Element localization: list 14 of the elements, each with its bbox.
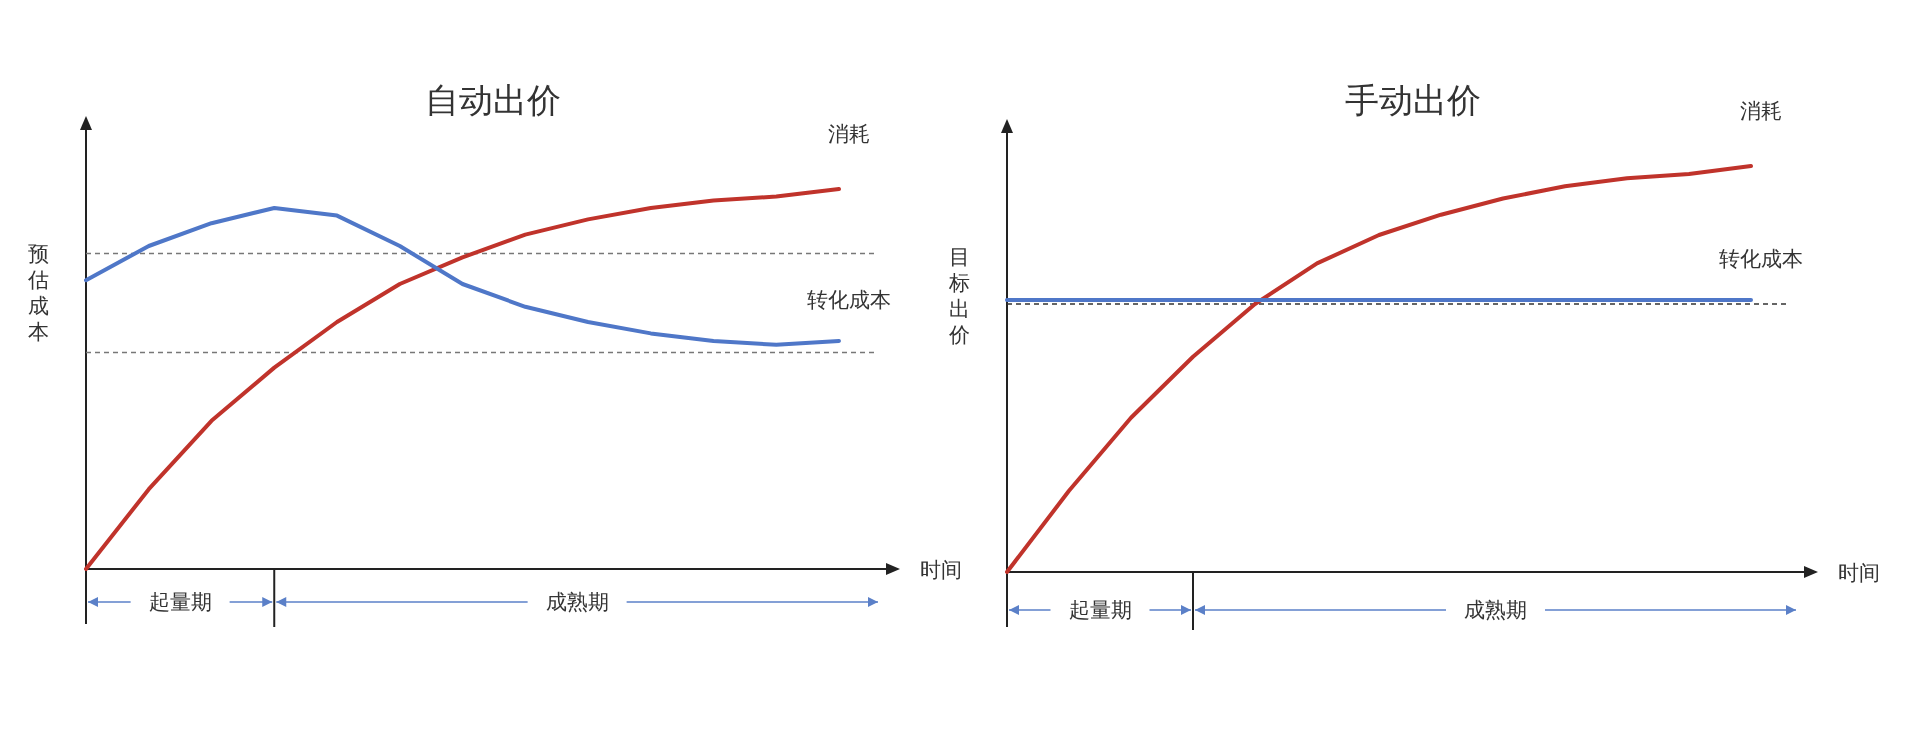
chart-title: 自动出价	[425, 80, 561, 120]
text: 成熟期	[545, 590, 609, 614]
y-axis-title: 预估成本	[26, 241, 49, 344]
x-axis-title: 时间	[1838, 561, 1880, 585]
text: 消耗	[828, 122, 870, 146]
text: 起量期	[1068, 598, 1132, 622]
y-axis-title: 目标出价	[947, 244, 970, 347]
chart-title: 手动出价	[1344, 80, 1481, 120]
x-axis-title: 时间	[920, 558, 962, 582]
text: 起量期	[148, 590, 212, 614]
text: 成熟期	[1464, 598, 1527, 622]
series-label: 转化成本	[807, 288, 891, 312]
text: 消耗	[1740, 99, 1782, 123]
series-label: 转化成本	[1719, 246, 1803, 271]
